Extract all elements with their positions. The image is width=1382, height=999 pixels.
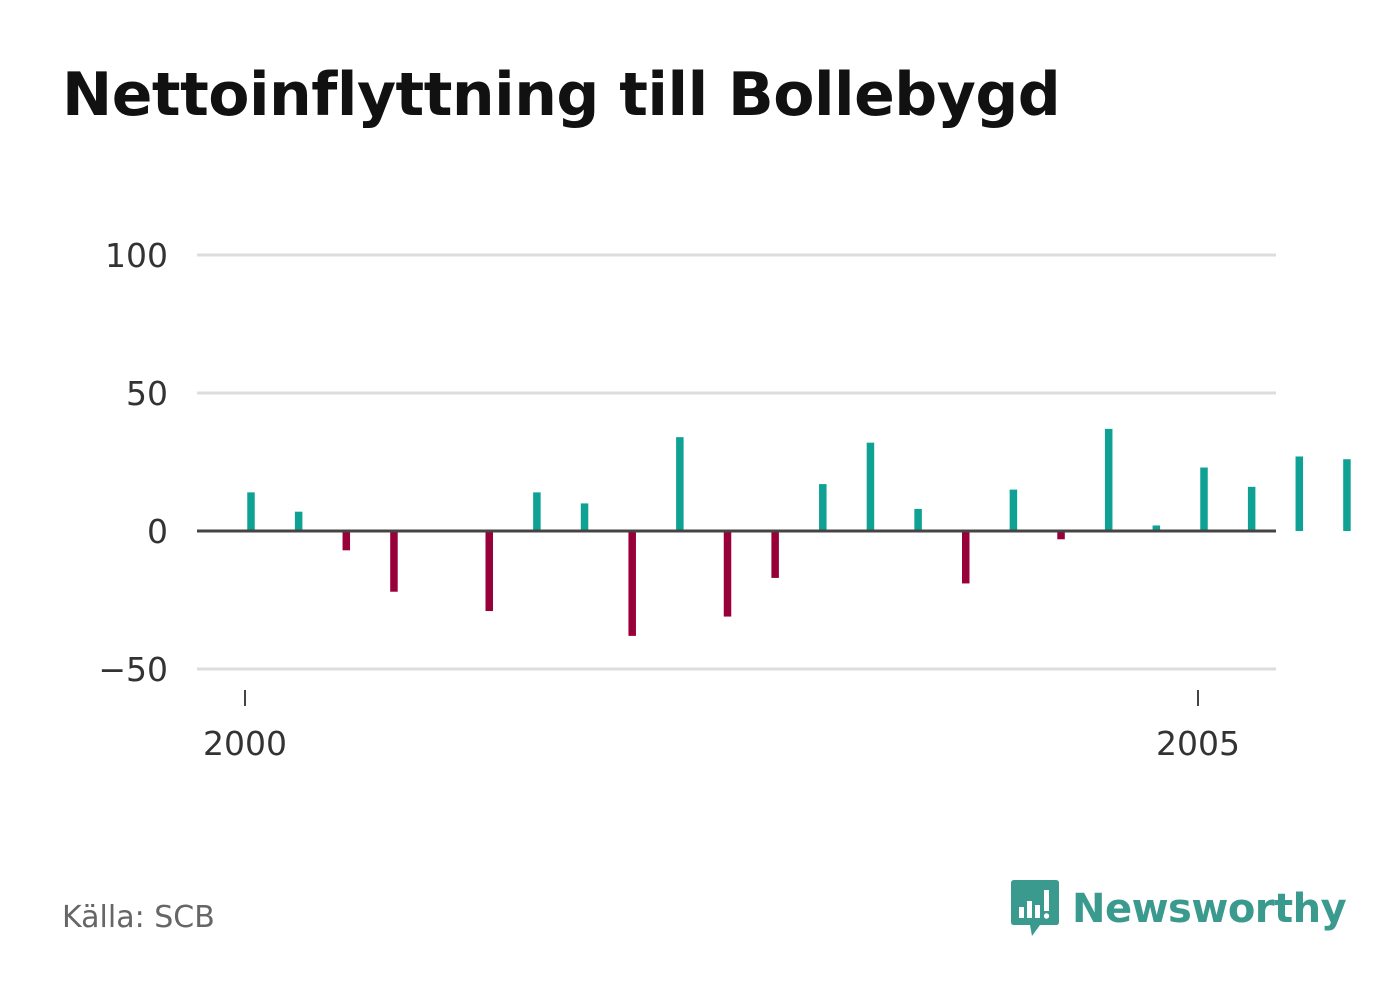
bar-2002-q3 (723, 531, 732, 617)
bar-2001-q3 (533, 492, 541, 531)
bar-2002-q2 (676, 437, 684, 531)
x-tick-label: 2005 (1156, 724, 1240, 763)
bars (247, 428, 1351, 636)
bar-2005-q2 (1247, 486, 1256, 531)
bar-2002-q1 (628, 531, 636, 636)
bar-2001-q4 (580, 503, 589, 531)
bar-2000-q2 (294, 511, 303, 531)
x-tick-label: 2000 (203, 724, 287, 763)
bar-2004-q1 (1009, 489, 1018, 531)
newsworthy-logo[interactable]: Newsworthy (1010, 878, 1347, 940)
y-axis-ticks: 100 50 0 −50 (98, 236, 168, 689)
chart-title: Nettoinflyttning till Bollebygd (62, 60, 1061, 130)
y-tick-label: 50 (126, 374, 168, 413)
bar-2005-q1 (1200, 467, 1208, 531)
bar-2003-q1 (819, 484, 827, 531)
bar-2005-q4 (1343, 459, 1351, 531)
bar-2003-q4 (962, 531, 970, 584)
bar-2003-q2 (866, 442, 875, 531)
bar-2004-q4 (1152, 525, 1161, 531)
y-tick-label: 100 (105, 236, 168, 275)
x-axis-ticks: 200020052010201520202025 (203, 690, 1240, 763)
bar-2000-q3 (342, 531, 351, 551)
source-note: Källa: SCB (62, 900, 215, 935)
y-tick-label: 0 (147, 512, 168, 551)
bar-2001-q2 (485, 531, 493, 612)
bar-2004-q2 (1057, 531, 1065, 540)
bar-2000-q4 (390, 531, 398, 592)
bar-2005-q3 (1295, 456, 1304, 531)
bar-2000-q1 (247, 492, 255, 531)
y-tick-label: −50 (98, 650, 168, 689)
bar-2004-q3 (1104, 428, 1113, 531)
newsworthy-icon (1011, 880, 1059, 936)
brand-name: Newsworthy (1072, 886, 1347, 932)
bar-2003-q3 (914, 508, 922, 531)
bar-2002-q4 (771, 531, 779, 578)
gridlines (197, 253, 1276, 671)
